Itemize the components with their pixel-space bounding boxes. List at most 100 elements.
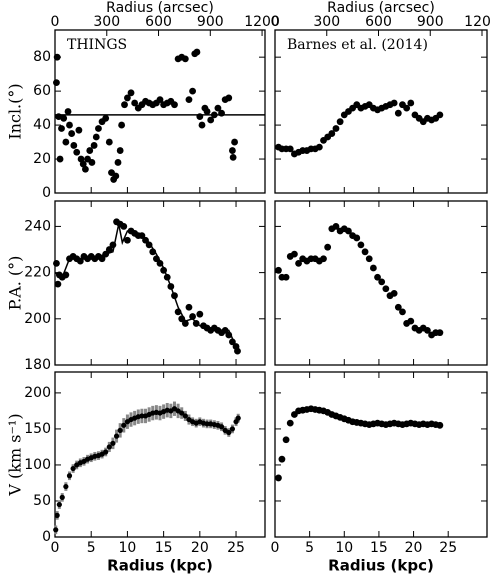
- data-point: [88, 159, 96, 166]
- data-point: [179, 410, 185, 416]
- data-point: [336, 118, 344, 126]
- data-point: [231, 138, 238, 146]
- data-point: [229, 147, 236, 154]
- data-point: [189, 313, 196, 320]
- data-point: [218, 424, 225, 430]
- annotation: THINGS: [67, 37, 127, 53]
- x-tick-label: 10: [335, 540, 353, 556]
- data-point: [79, 160, 87, 168]
- data-point: [54, 280, 62, 288]
- x-tick-label: 10: [118, 540, 136, 556]
- y-tick-label: 60: [33, 83, 51, 99]
- data-point: [181, 55, 189, 63]
- data-point: [53, 79, 60, 87]
- data-point: [60, 114, 68, 122]
- data-point: [95, 125, 102, 132]
- data-point: [229, 153, 237, 161]
- data-point: [70, 465, 76, 472]
- x2-axis-label: Radius (arcsec): [106, 0, 214, 16]
- plot-frame: [274, 200, 488, 366]
- y-tick-label: 0: [42, 529, 51, 545]
- x2-tick-label: 0: [271, 14, 280, 30]
- data-point: [282, 273, 290, 281]
- x-tick-label: 25: [227, 540, 245, 556]
- x-tick-label: 0: [271, 540, 280, 556]
- data-point: [278, 455, 286, 463]
- y-tick-label: 50: [33, 493, 51, 509]
- data-point: [378, 278, 386, 286]
- data-point: [62, 138, 70, 146]
- data-point: [121, 101, 128, 109]
- data-point: [320, 255, 327, 263]
- data-point: [182, 413, 188, 419]
- data-point: [295, 259, 302, 267]
- data-point: [131, 99, 139, 107]
- plot-frame: [274, 29, 488, 194]
- data-point: [282, 436, 290, 444]
- data-point: [196, 310, 204, 318]
- data-point: [286, 419, 294, 427]
- y-tick-label: 150: [24, 421, 51, 437]
- y-tick-label: 240: [24, 218, 51, 234]
- data-point: [90, 142, 98, 149]
- y-tick-label: 200: [24, 385, 51, 401]
- data-point: [66, 121, 73, 129]
- data-point: [203, 108, 211, 115]
- x2-tick-label: 300: [313, 14, 340, 30]
- data-point: [58, 125, 65, 132]
- data-point: [357, 241, 365, 249]
- data-point: [53, 259, 60, 267]
- data-point: [225, 94, 233, 102]
- x-tick-label: 15: [370, 540, 388, 556]
- data-point: [198, 121, 206, 129]
- data-point: [124, 94, 131, 102]
- data-point: [171, 101, 178, 109]
- data-point: [68, 130, 76, 137]
- data-point: [73, 148, 81, 156]
- x2-tick-label: 600: [145, 14, 172, 30]
- data-point: [64, 108, 72, 115]
- data-point: [361, 248, 369, 256]
- y-tick-label: 220: [24, 265, 51, 281]
- data-point: [390, 289, 398, 297]
- data-point: [328, 130, 336, 137]
- data-point: [394, 303, 402, 311]
- data-point: [207, 116, 215, 124]
- x2-tick-label: 900: [417, 14, 444, 30]
- plot-frame: [274, 371, 488, 538]
- data-point: [142, 236, 149, 244]
- data-point: [399, 308, 406, 316]
- data-point: [120, 223, 128, 230]
- data-point: [118, 121, 126, 129]
- y-tick-label: 200: [24, 311, 51, 327]
- data-point: [53, 527, 59, 533]
- x-axis-label: Radius (kpc): [328, 557, 434, 574]
- y-tick-label: 180: [24, 357, 51, 373]
- data-point: [124, 236, 131, 244]
- data-point: [121, 422, 127, 428]
- data-point: [114, 159, 122, 166]
- data-point: [193, 48, 201, 56]
- data-point: [98, 255, 106, 263]
- data-point: [105, 138, 113, 146]
- data-point: [103, 449, 109, 455]
- x-tick-label: 5: [87, 540, 96, 556]
- x2-axis-label: Radius (arcsec): [327, 0, 435, 16]
- data-point: [189, 87, 196, 95]
- data-point: [407, 317, 415, 325]
- y-axis-label: Incl.(°): [6, 83, 25, 139]
- x2-tick-label: 600: [365, 14, 392, 30]
- data-point: [82, 165, 89, 173]
- data-point: [54, 512, 60, 518]
- x2-tick-label: 1200: [244, 14, 280, 30]
- data-point: [196, 113, 204, 120]
- data-point: [106, 444, 112, 450]
- data-point: [394, 109, 402, 117]
- data-point: [181, 320, 189, 327]
- data-point: [77, 155, 85, 163]
- data-point: [185, 303, 193, 311]
- y-tick-label: 40: [33, 117, 51, 133]
- x2-tick-label: 900: [197, 14, 224, 30]
- data-point: [353, 234, 361, 242]
- y-tick-label: 80: [33, 49, 51, 65]
